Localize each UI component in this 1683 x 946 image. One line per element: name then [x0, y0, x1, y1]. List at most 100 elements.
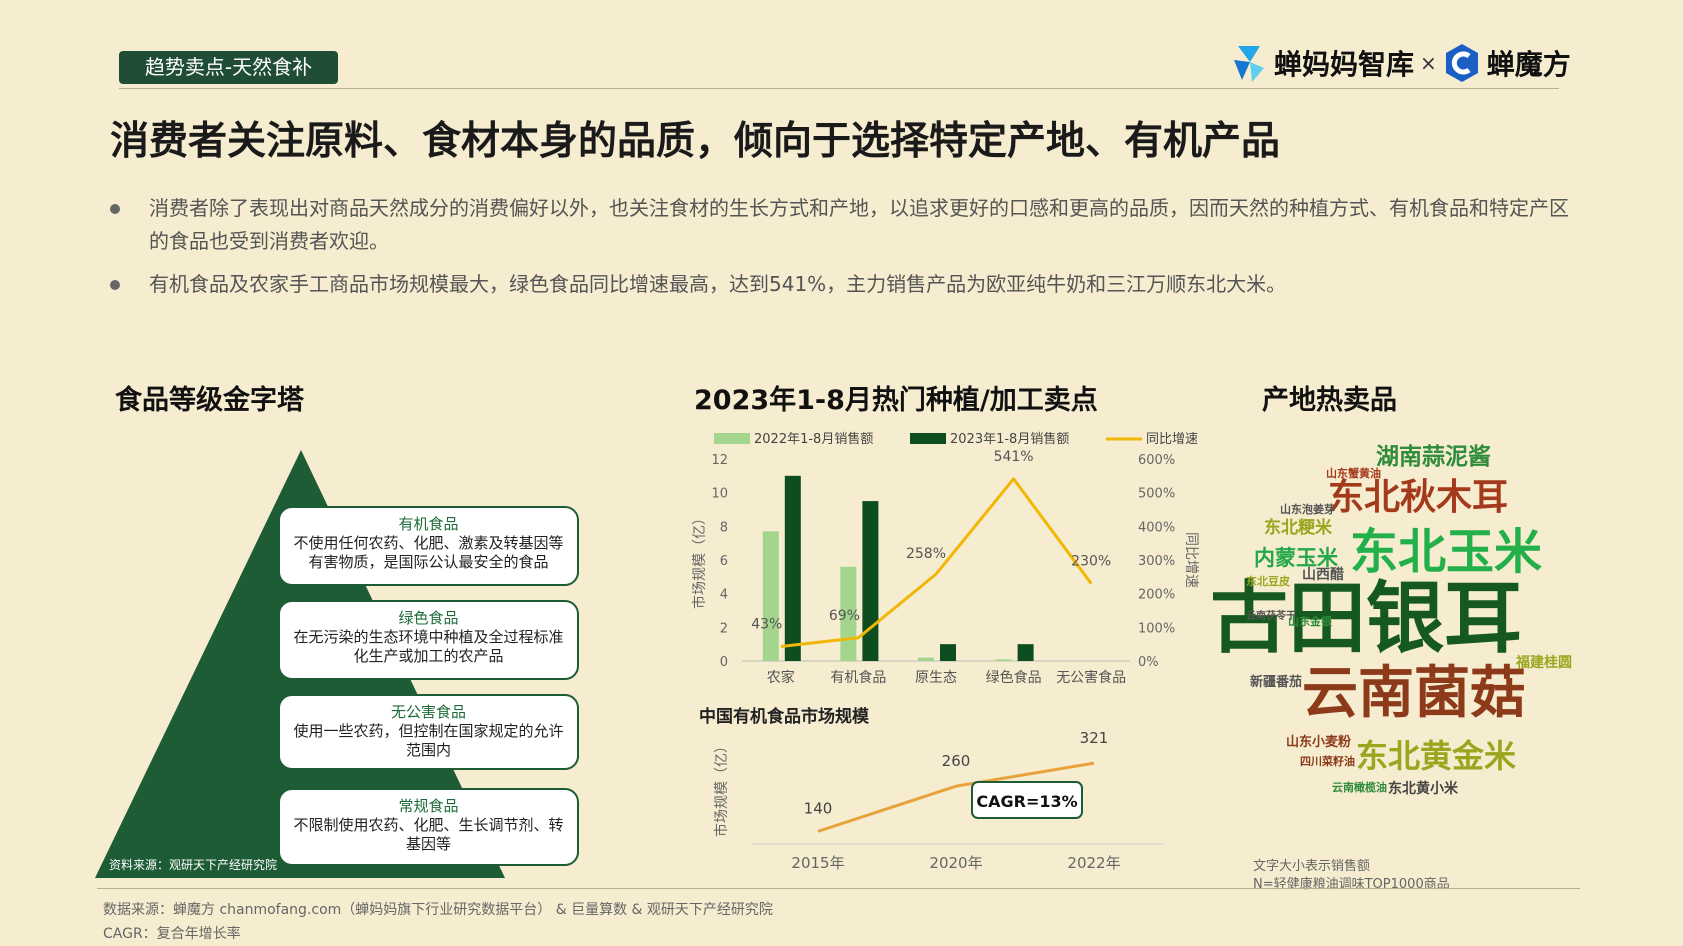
- legend-swatch: [714, 433, 750, 444]
- x-tick-label: 2022年: [1067, 854, 1120, 872]
- footer-cagr: CAGR：复合年增长率: [103, 926, 241, 942]
- bullet-dot: [110, 204, 120, 214]
- wordcloud-word: 福建桂圆: [1516, 655, 1572, 671]
- y-tick-label: 0: [720, 655, 728, 670]
- page-title: 消费者关注原料、食材本身的品质，倾向于选择特定产地、有机产品: [110, 119, 1281, 164]
- wordcloud-word: 湖南蒜泥酱: [1376, 444, 1491, 470]
- growth-label: 541%: [994, 449, 1034, 465]
- y-right-axis-title: 同比增速: [1183, 532, 1199, 588]
- x-tick-label: 无公害食品: [1056, 669, 1126, 686]
- tier-organic: 有机食品 不使用任何农药、化肥、激素及转基因等有害物质，是国际公认最安全的食品: [278, 506, 579, 586]
- y-axis-title: 市场规模（亿）: [713, 739, 730, 837]
- tier-conventional: 常规食品 不限制使用农药、化肥、生长调节剂、转基因等: [278, 788, 579, 866]
- wordcloud-word: 古田银耳: [1210, 574, 1523, 664]
- value-label: 140: [804, 799, 833, 817]
- tier-name: 有机食品: [398, 515, 459, 533]
- wordcloud-word: 山东泡姜芽: [1280, 503, 1335, 516]
- cagr-box: [971, 781, 1083, 819]
- y-tick-label: 4: [720, 588, 728, 603]
- bullet-text: 消费者除了表现出对商品天然成分的消费偏好以外，也关注食材的生长方式和产地，以追求…: [149, 196, 1569, 253]
- x-tick-label: 有机食品: [830, 669, 886, 686]
- line-chart: 市场规模（亿） 140 260 321 2015年 2020年 2022年 CAGR=13%: [713, 729, 1164, 872]
- wordcloud-word: 四川菜籽油: [1300, 755, 1355, 768]
- y-right-tick-label: 400%: [1138, 520, 1175, 535]
- y-right-tick-label: 600%: [1138, 453, 1175, 468]
- bullet-2: 有机食品及农家手工商品市场规模最大，绿色食品同比增速最高，达到541%，主力销售…: [110, 268, 1570, 304]
- y-right-tick-label: 100%: [1138, 621, 1175, 636]
- line-chart-title: 中国有机食品市场规模: [699, 707, 869, 727]
- growth-label: 69%: [829, 608, 860, 624]
- y-tick-label: 2: [720, 621, 728, 636]
- wordcloud-word: 东北粳米: [1264, 518, 1332, 538]
- chanmama-logo-icon: [1234, 46, 1264, 82]
- bar: [995, 659, 1012, 661]
- value-label: 260: [942, 752, 971, 770]
- value-label: 321: [1080, 729, 1109, 747]
- bar: [862, 501, 879, 661]
- wordcloud-word: 云南橄榄油: [1332, 781, 1387, 794]
- growth-line: [780, 477, 1093, 649]
- tier-name: 常规食品: [398, 797, 459, 815]
- y-tick-label: 8: [720, 520, 728, 535]
- legend-label: 2023年1-8月销售额: [950, 431, 1069, 447]
- wordcloud-word: 山东蟹黄油: [1326, 467, 1381, 480]
- cagr-label: CAGR=13%: [976, 792, 1077, 811]
- growth-label: 258%: [906, 546, 946, 562]
- y-right-tick-label: 300%: [1138, 554, 1175, 569]
- legend-swatch: [910, 433, 946, 444]
- growth-label: 230%: [1071, 554, 1111, 570]
- footer-divider: [97, 888, 1580, 889]
- market-line: [817, 761, 1095, 833]
- wordcloud-note-1: 文字大小表示销售额: [1253, 859, 1371, 874]
- tier-pollution-free: 无公害食品 使用一些农药，但控制在国家规定的允许范围内: [278, 694, 579, 770]
- tier-desc: 使用一些农药，但控制在国家规定的允许范围内: [293, 722, 564, 759]
- tier-desc: 不限制使用农药、化肥、生长调节剂、转基因等: [293, 816, 564, 853]
- x-tick-label: 2015年: [791, 854, 844, 872]
- wordcloud-word: 东北黄小米: [1388, 781, 1458, 797]
- times-sign: ×: [1420, 51, 1437, 75]
- chanmofang-logo-icon: [1445, 44, 1478, 82]
- bar-chart-title: 2023年1-8月热门种植/加工卖点: [694, 385, 1098, 416]
- legend-label: 2022年1-8月销售额: [754, 431, 873, 447]
- wordcloud-word: 新疆番茄: [1250, 675, 1303, 690]
- tier-green: 绿色食品 在无污染的生态环境中种植及全过程标准化生产或加工的农产品: [278, 600, 579, 680]
- x-tick-label: 绿色食品: [986, 669, 1042, 686]
- header-divider: [119, 88, 1559, 89]
- footer-source: 数据来源：蝉魔方 chanmofang.com（蝉妈妈旗下行业研究数据平台） &…: [103, 902, 773, 918]
- x-tick-label: 原生态: [915, 670, 957, 686]
- x-tick-label: 农家: [767, 669, 795, 686]
- bullet-text: 有机食品及农家手工商品市场规模最大，绿色食品同比增速最高，达到541%，主力销售…: [149, 272, 1287, 296]
- wordcloud-word: 东北秋木耳: [1328, 477, 1509, 518]
- brand-name-2: 蝉魔方: [1486, 48, 1571, 81]
- pyramid-title: 食品等级金字塔: [115, 385, 304, 416]
- brand-name-1: 蝉妈妈智库: [1274, 48, 1415, 81]
- bar: [784, 475, 801, 661]
- wordcloud-word: 东北黄金米: [1356, 737, 1517, 775]
- bar: [1017, 644, 1034, 661]
- y-tick-label: 10: [711, 487, 728, 502]
- pyramid-source: 资料来源：观研天下产经研究院: [109, 858, 278, 872]
- bullet-dot: [110, 280, 120, 290]
- wordcloud-word: 山东小麦粉: [1286, 735, 1352, 750]
- wordcloud: 古田银耳 云南菌菇 东北玉米 东北秋木耳 东北黄金米 湖南蒜泥酱 内蒙玉米 东北粳米 山西醋 东北…: [1210, 440, 1620, 800]
- y-axis-title: 市场规模（亿）: [691, 511, 708, 609]
- bullet-1: 消费者除了表现出对商品天然成分的消费偏好以外，也关注食材的生长方式和产地，以追求…: [110, 192, 1570, 262]
- bar: [762, 531, 779, 661]
- wordcloud-word: 云南菌菇: [1302, 661, 1526, 726]
- section-tag: 趋势卖点-天然食补: [119, 51, 338, 84]
- y-tick-label: 6: [720, 554, 728, 569]
- y-right-tick-label: 500%: [1138, 487, 1175, 502]
- tier-desc: 在无污染的生态环境中种植及全过程标准化生产或加工的农产品: [293, 628, 564, 665]
- wordcloud-word: 云南茯苓干: [1246, 611, 1296, 622]
- bar-chart: 2022年1-8月销售额 2023年1-8月销售额 同比增速0246810120%1…: [691, 431, 1199, 686]
- wordcloud-word: 东北豆皮: [1246, 575, 1290, 588]
- wordcloud-word: 东北玉米: [1350, 524, 1543, 580]
- y-right-tick-label: 200%: [1138, 588, 1175, 603]
- tier-name: 绿色食品: [398, 609, 459, 627]
- tier-name: 无公害食品: [390, 703, 466, 721]
- growth-label: 43%: [751, 617, 782, 633]
- x-tick-label: 2020年: [929, 854, 982, 872]
- wordcloud-word: 内蒙玉米: [1254, 546, 1338, 570]
- bar: [918, 657, 934, 661]
- wordcloud-word: 山西醋: [1302, 567, 1344, 583]
